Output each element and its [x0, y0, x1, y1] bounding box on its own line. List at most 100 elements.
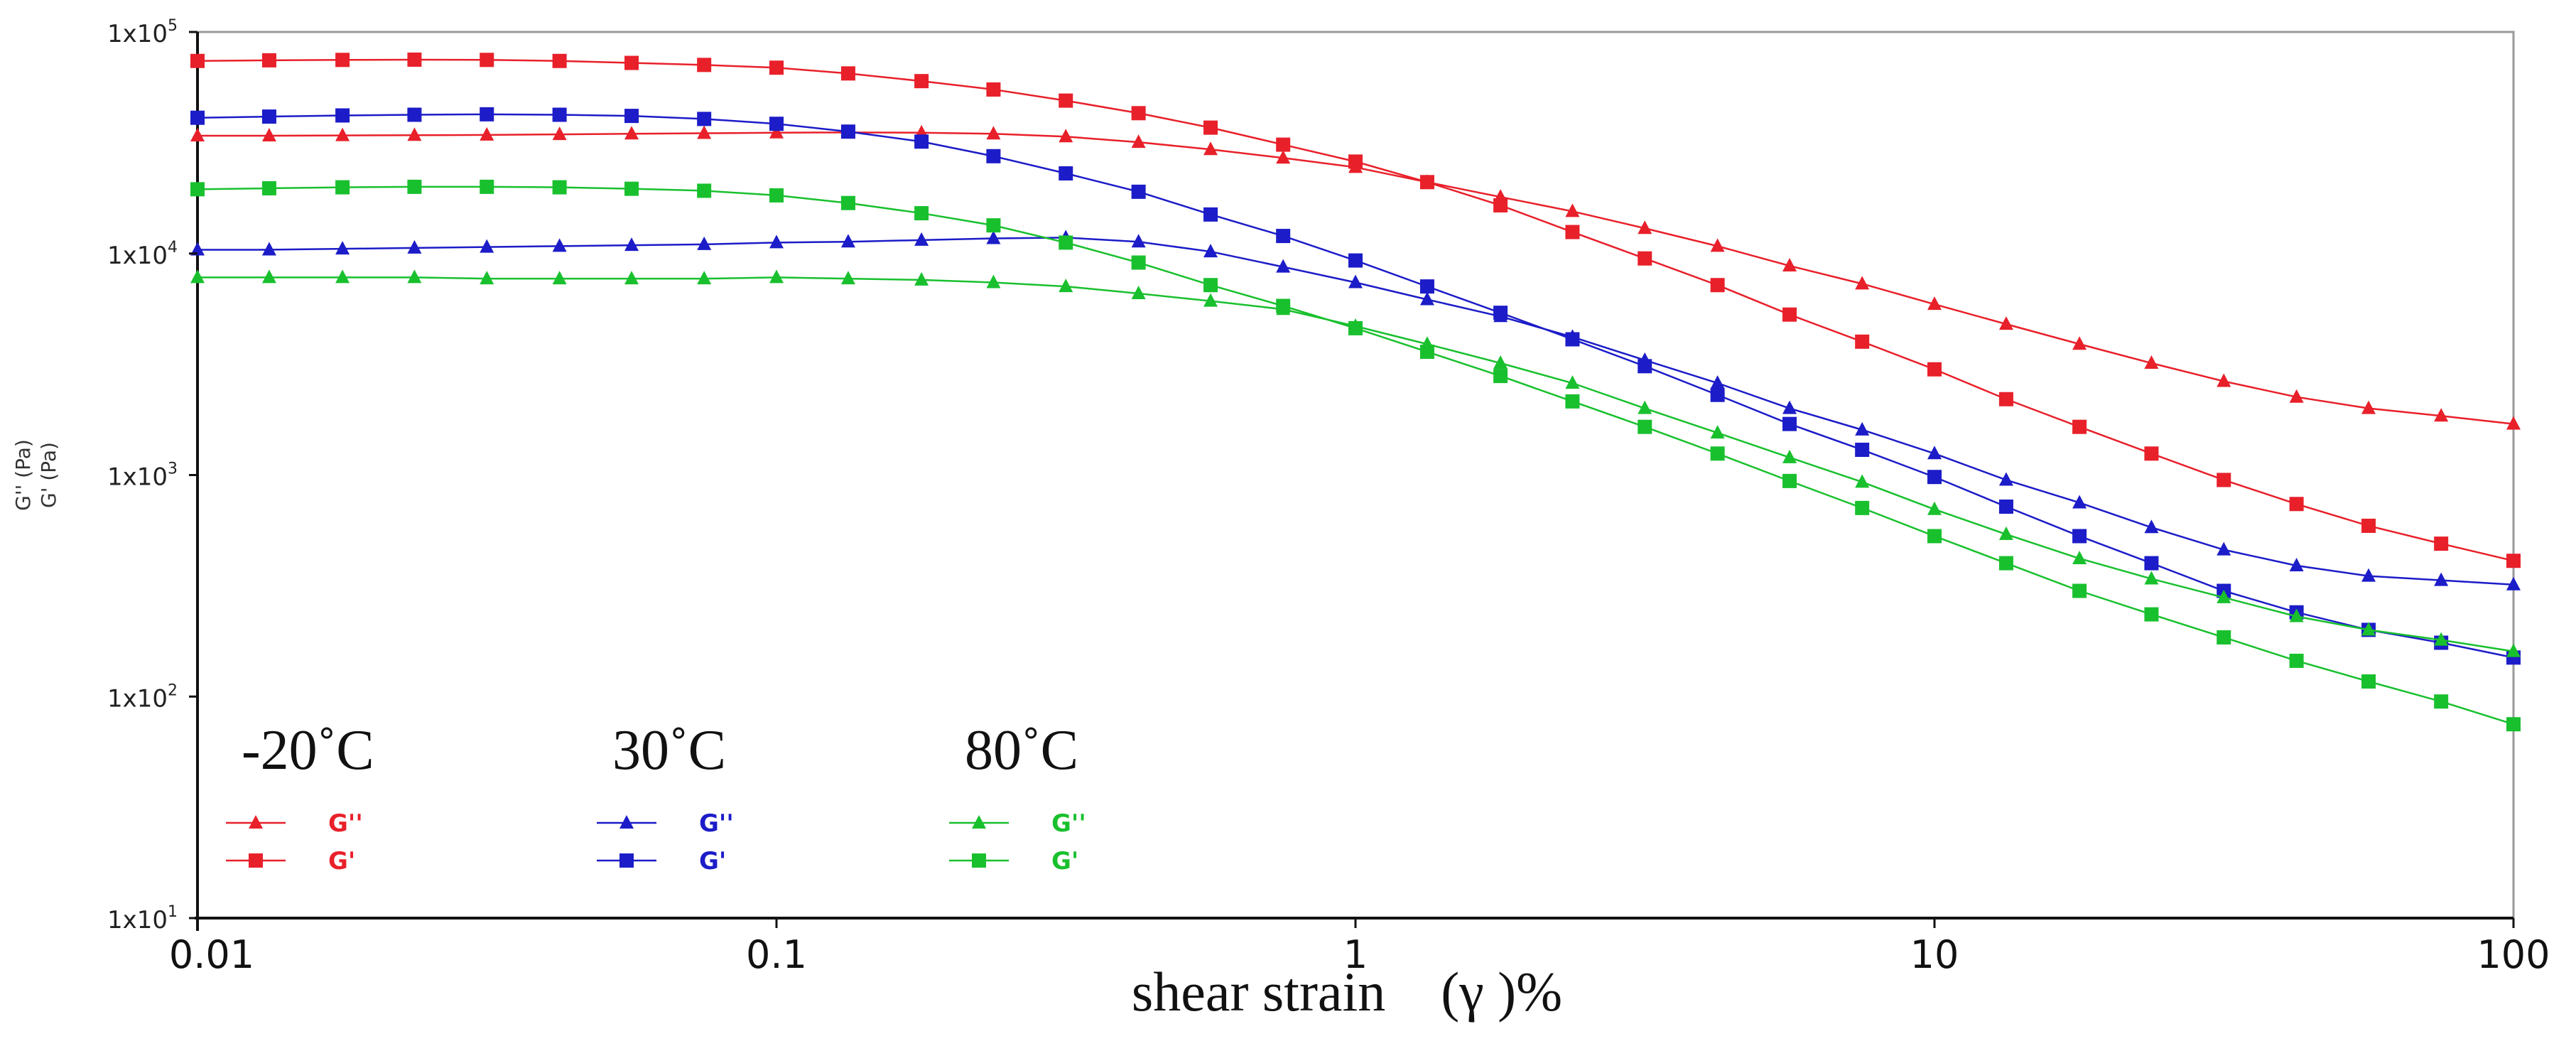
- series-layer: [190, 52, 2521, 732]
- data-point: [480, 179, 494, 194]
- data-point: [769, 188, 784, 203]
- data-point: [624, 237, 639, 252]
- data-point: [1638, 251, 1652, 266]
- data-point: [1493, 198, 1508, 212]
- data-point: [261, 128, 276, 142]
- data-point: [1059, 166, 1073, 180]
- data-point: [1998, 316, 2013, 330]
- data-point: [1710, 238, 1725, 252]
- data-point: [1782, 416, 1797, 431]
- x-axis-title: shear strain (γ )%: [1132, 961, 1562, 1023]
- data-point: [1276, 137, 1291, 152]
- data-point: [2217, 630, 2231, 645]
- data-point: [261, 242, 276, 256]
- data-point: [1638, 359, 1652, 374]
- data-point: [986, 218, 1001, 233]
- series-80˚C-G': [190, 179, 2521, 732]
- data-point: [2506, 576, 2521, 591]
- data-point: [769, 269, 784, 284]
- data-point: [1782, 473, 1797, 488]
- y-axis-title-line: G'' (Pa): [11, 439, 35, 511]
- data-point: [1927, 362, 1942, 377]
- data-point: [1203, 207, 1218, 222]
- data-point: [2144, 446, 2159, 461]
- y-tick-label: 1x105: [107, 17, 178, 48]
- data-point: [2144, 571, 2159, 585]
- data-point: [914, 271, 929, 286]
- data-point: [1855, 500, 1870, 515]
- data-point: [914, 206, 929, 221]
- data-point: [1927, 470, 1942, 485]
- data-point: [190, 110, 205, 125]
- legend-marker: [619, 853, 634, 868]
- data-point: [1638, 220, 1652, 234]
- data-point: [1059, 93, 1073, 108]
- data-point: [914, 232, 929, 246]
- data-point: [335, 53, 350, 68]
- data-point: [552, 107, 567, 122]
- data-point: [407, 52, 422, 67]
- data-point: [1348, 253, 1363, 268]
- data-point: [1419, 291, 1434, 306]
- data-point: [2289, 653, 2304, 668]
- data-point: [1998, 556, 2013, 571]
- data-point: [190, 269, 205, 284]
- data-point: [2434, 572, 2449, 586]
- data-point: [2217, 541, 2231, 556]
- data-point: [1998, 472, 2013, 486]
- data-point: [2144, 556, 2159, 571]
- data-point: [2506, 554, 2521, 568]
- data-point: [1927, 296, 1942, 311]
- data-point: [1131, 286, 1146, 300]
- data-point: [986, 149, 1001, 163]
- data-point: [1855, 334, 1870, 349]
- data-point: [1059, 235, 1073, 250]
- data-point: [335, 127, 350, 141]
- data-point: [407, 179, 422, 194]
- data-point: [407, 127, 422, 141]
- data-point: [261, 53, 276, 68]
- data-point: [261, 180, 276, 195]
- data-point: [2072, 419, 2087, 434]
- data-point: [1203, 120, 1218, 135]
- legend-label: G'': [1051, 809, 1086, 838]
- data-point: [552, 126, 567, 141]
- data-point: [552, 238, 567, 252]
- data-point: [697, 271, 712, 285]
- data-point: [1131, 184, 1146, 199]
- data-point: [2289, 389, 2304, 403]
- y-tick-label: 1x104: [107, 239, 178, 270]
- data-point: [1710, 425, 1725, 439]
- data-point: [1565, 203, 1580, 217]
- data-point: [624, 55, 639, 70]
- data-point: [624, 181, 639, 196]
- x-tick-label: 0.01: [169, 932, 254, 977]
- data-point: [1927, 501, 1942, 515]
- data-point: [840, 66, 855, 81]
- y-axis-title-line: G' (Pa): [37, 442, 60, 508]
- data-point: [2072, 529, 2087, 544]
- data-point: [1927, 446, 1942, 460]
- data-point: [1203, 278, 1218, 293]
- data-point: [840, 234, 855, 248]
- legend-label: G'': [328, 809, 363, 838]
- data-point: [335, 180, 350, 195]
- data-point: [1348, 320, 1363, 335]
- data-point: [769, 117, 784, 131]
- data-point: [1131, 234, 1146, 248]
- data-point: [190, 182, 205, 197]
- y-tick-label: 1x101: [107, 903, 178, 934]
- data-point: [1565, 332, 1580, 347]
- legend-label: G': [699, 847, 726, 875]
- data-point: [2361, 518, 2376, 533]
- data-point: [1493, 369, 1508, 384]
- data-point: [1782, 400, 1797, 414]
- data-point: [190, 128, 205, 142]
- data-point: [1998, 499, 2013, 514]
- y-tick-label: 1x103: [107, 460, 178, 492]
- data-point: [624, 109, 639, 124]
- legend-group: -20˚C G'' G': [226, 719, 374, 875]
- data-point: [1927, 529, 1942, 544]
- data-point: [480, 126, 494, 141]
